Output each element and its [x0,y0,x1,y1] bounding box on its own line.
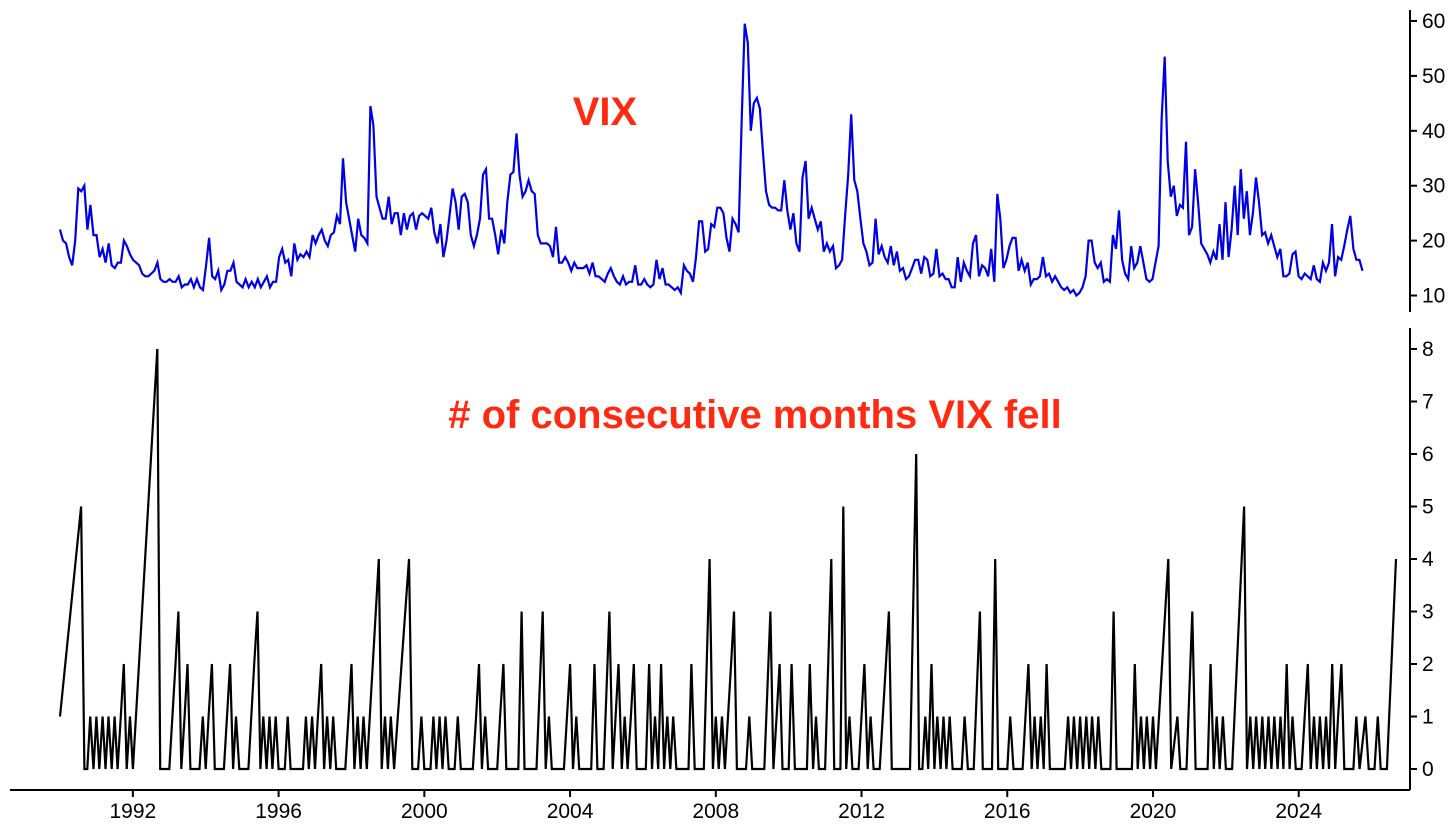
vix-y-tick-label: 10 [1422,285,1445,308]
consecutive-falls-y-tick-label: 6 [1422,443,1434,466]
consecutive-falls-y-tick-label: 2 [1422,653,1434,676]
consecutive-falls-y-tick-label: 5 [1422,496,1434,519]
x-tick-label: 2016 [984,800,1031,823]
x-tick-label: 2020 [1130,800,1177,823]
consecutive-falls-panel: 0 1 2 3 4 5 6 7 8 1992 1996 2000 2004 2008 2012 2016 20… [10,328,1434,823]
vix-y-tick-label: 50 [1422,65,1445,88]
consecutive-falls-y-tick-label: 0 [1422,758,1434,781]
vix-y-axis: 10 20 30 40 50 60 [1409,10,1445,312]
consecutive-falls-y-tick-label: 7 [1422,391,1434,414]
x-tick-label: 2012 [838,800,885,823]
x-tick-label: 2004 [547,800,594,823]
vix-y-tick-label: 30 [1422,175,1445,198]
consecutive-falls-panel-title: # of consecutive months VIX fell [448,393,1061,437]
x-tick-label: 2000 [401,800,448,823]
vix-y-tick-label: 60 [1422,10,1445,33]
consecutive-falls-y-tick-label: 4 [1422,548,1434,571]
x-tick-label: 1996 [255,800,302,823]
x-axis: 1992 1996 2000 2004 2008 2012 2016 2020 2024 [10,789,1410,823]
x-tick-label: 2008 [692,800,739,823]
consecutive-falls-y-tick-label: 3 [1422,601,1434,624]
x-tick-label: 1992 [110,800,157,823]
consecutive-falls-y-tick-label: 1 [1422,706,1434,729]
vix-series-line [58,23,1364,298]
consecutive-falls-series-line [58,348,1398,771]
vix-y-tick-label: 20 [1422,230,1445,253]
vix-y-tick-label: 40 [1422,120,1445,143]
consecutive-falls-y-tick-label: 8 [1422,338,1434,361]
x-tick-label: 2024 [1275,800,1322,823]
vix-panel: 10 20 30 40 50 60 VIX [58,10,1445,312]
consecutive-falls-y-axis: 0 1 2 3 4 5 6 7 8 [1409,328,1434,790]
vix-panel-title: VIX [573,90,638,134]
